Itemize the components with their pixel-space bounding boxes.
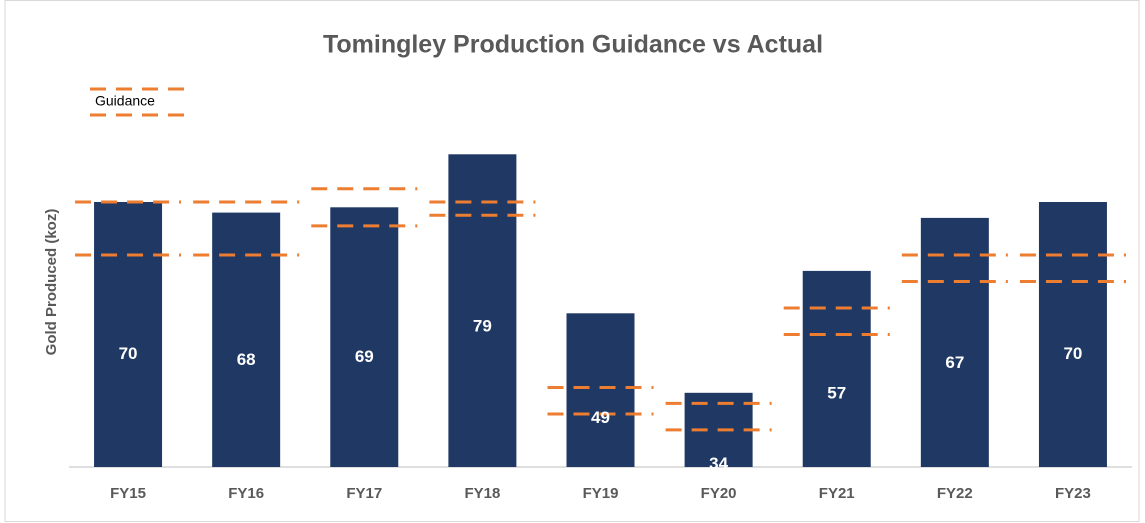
legend-label: Guidance <box>95 93 155 109</box>
x-tick-label: FY20 <box>701 485 737 502</box>
bar <box>330 207 399 468</box>
x-tick-label: FY22 <box>937 485 973 502</box>
data-label: 67 <box>945 353 964 372</box>
bar <box>566 313 635 467</box>
y-axis-label: Gold Produced (koz) <box>43 209 60 356</box>
x-tick-label: FY17 <box>346 485 382 502</box>
x-tick-label: FY23 <box>1055 485 1091 502</box>
x-tick-label: FY21 <box>819 485 855 502</box>
data-label: 70 <box>119 344 138 363</box>
bar <box>802 270 871 467</box>
x-tick-label: FY18 <box>464 485 500 502</box>
chart-title: Tomingley Production Guidance vs Actual <box>323 31 823 59</box>
data-label: 34 <box>709 454 728 473</box>
bar <box>1038 202 1107 467</box>
bar <box>920 217 989 467</box>
data-label: 70 <box>1063 344 1082 363</box>
data-label: 57 <box>827 384 846 403</box>
x-tick-label: FY16 <box>228 485 264 502</box>
data-label: 49 <box>591 408 610 427</box>
data-label: 68 <box>237 350 256 369</box>
data-label: 69 <box>355 347 374 366</box>
x-tick-label: FY19 <box>583 485 619 502</box>
bar <box>94 202 163 467</box>
bar <box>448 154 517 468</box>
data-label: 79 <box>473 317 492 336</box>
bar <box>212 212 281 467</box>
x-tick-label: FY15 <box>110 485 146 502</box>
